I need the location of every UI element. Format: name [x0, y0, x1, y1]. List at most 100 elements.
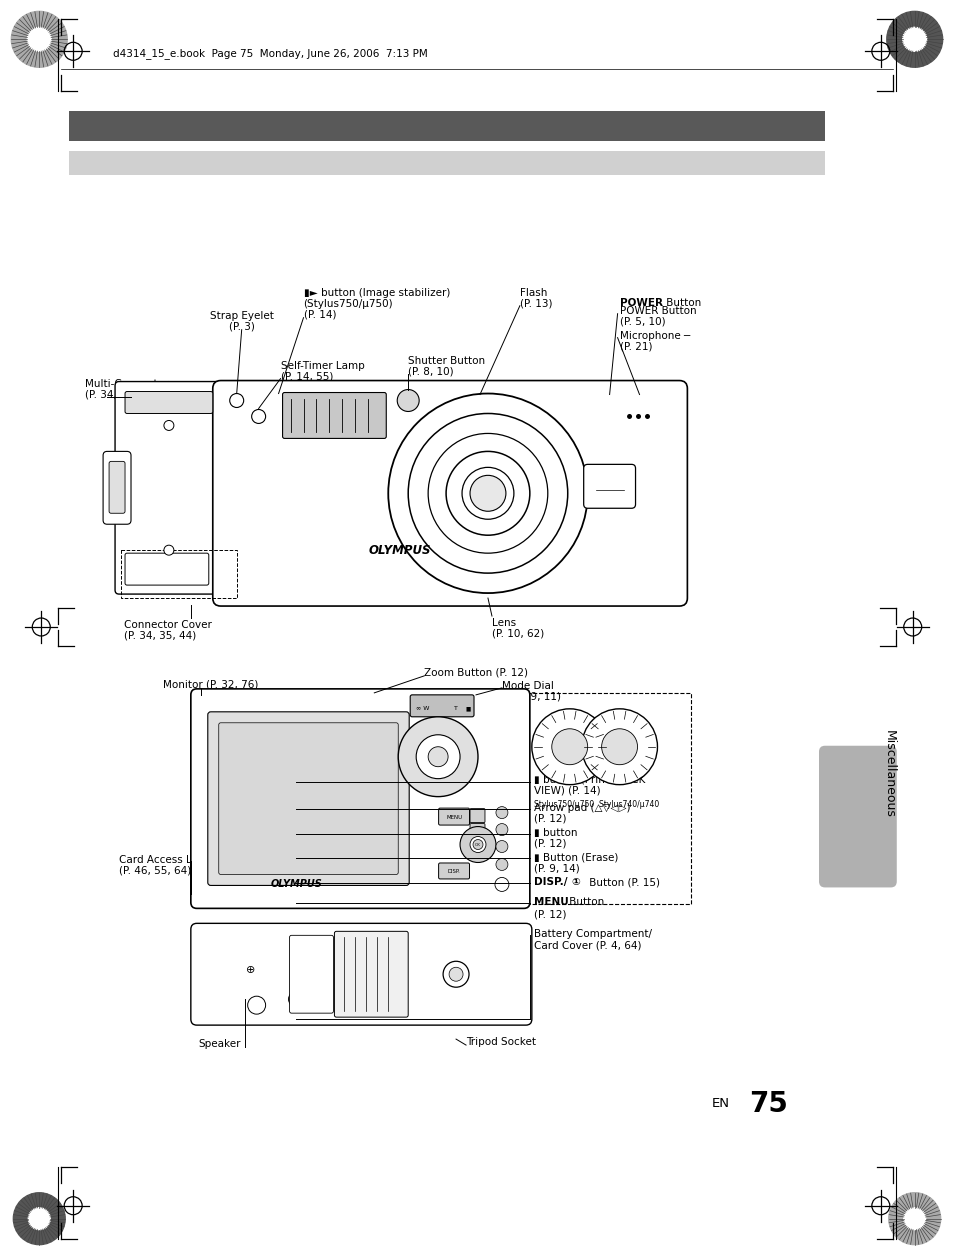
- Text: Camera: Camera: [79, 157, 136, 171]
- Text: ①: ①: [571, 877, 579, 887]
- Text: (P. 5, 9, 11): (P. 5, 9, 11): [501, 692, 560, 702]
- Circle shape: [902, 1208, 924, 1229]
- Circle shape: [230, 394, 243, 408]
- Circle shape: [644, 414, 649, 419]
- Text: Monitor (P. 32, 76): Monitor (P. 32, 76): [163, 679, 258, 689]
- Text: (P. 5, 10): (P. 5, 10): [618, 317, 664, 327]
- Text: (P. 8, 10): (P. 8, 10): [408, 366, 454, 376]
- Text: (P. 14): (P. 14): [303, 309, 335, 320]
- FancyBboxPatch shape: [818, 746, 896, 887]
- Text: Tripod Socket: Tripod Socket: [466, 1037, 536, 1047]
- Circle shape: [902, 28, 925, 52]
- Text: (P. 12): (P. 12): [534, 910, 566, 920]
- Circle shape: [473, 839, 482, 849]
- Text: Card Cover (P. 4, 64): Card Cover (P. 4, 64): [534, 940, 640, 950]
- Text: Speaker: Speaker: [198, 1039, 241, 1049]
- Text: CAMERA DIAGRAM: CAMERA DIAGRAM: [79, 122, 217, 136]
- Circle shape: [626, 414, 632, 419]
- Text: Button: Button: [662, 298, 701, 308]
- Circle shape: [29, 1208, 51, 1229]
- Text: d4314_15_e.book  Page 75  Monday, June 26, 2006  7:13 PM: d4314_15_e.book Page 75 Monday, June 26,…: [113, 48, 427, 59]
- Text: T: T: [454, 706, 457, 711]
- FancyBboxPatch shape: [290, 935, 333, 1013]
- Text: Miscellaneous: Miscellaneous: [882, 730, 894, 818]
- Circle shape: [252, 410, 265, 424]
- FancyBboxPatch shape: [583, 464, 635, 508]
- Text: Connector Cover: Connector Cover: [124, 620, 212, 630]
- Circle shape: [248, 996, 265, 1014]
- Text: Button: Button: [565, 897, 603, 907]
- Circle shape: [601, 728, 637, 765]
- Text: Mode Dial: Mode Dial: [501, 681, 554, 691]
- Circle shape: [531, 708, 607, 785]
- Circle shape: [397, 717, 477, 796]
- FancyBboxPatch shape: [125, 391, 213, 414]
- Text: (P. 14, 55): (P. 14, 55): [280, 371, 333, 381]
- FancyBboxPatch shape: [470, 839, 484, 853]
- Circle shape: [288, 991, 304, 1008]
- Text: POWER Button: POWER Button: [618, 306, 696, 316]
- FancyBboxPatch shape: [191, 923, 531, 1025]
- Circle shape: [636, 414, 640, 419]
- Bar: [196, 693, 691, 905]
- Text: Microphone ─: Microphone ─: [618, 331, 689, 341]
- Text: (P. 3): (P. 3): [229, 322, 254, 332]
- Text: (P. 9, 14): (P. 9, 14): [534, 863, 579, 873]
- Text: EN: EN: [711, 1097, 728, 1111]
- Text: ▮ Button (Erase): ▮ Button (Erase): [534, 853, 618, 863]
- Text: ▮ button: ▮ button: [534, 828, 577, 838]
- Text: DISP./: DISP./: [534, 877, 567, 887]
- Text: ■: ■: [464, 706, 470, 711]
- Text: Flash: Flash: [519, 288, 547, 298]
- FancyBboxPatch shape: [109, 462, 125, 513]
- Text: Button (P. 15): Button (P. 15): [585, 877, 659, 887]
- Text: VIEW) (P. 14): VIEW) (P. 14): [534, 786, 599, 795]
- FancyBboxPatch shape: [335, 931, 408, 1018]
- Text: OLYMPUS: OLYMPUS: [369, 543, 431, 557]
- Bar: [121, 550, 236, 598]
- Circle shape: [459, 827, 496, 863]
- Circle shape: [581, 708, 657, 785]
- Circle shape: [164, 420, 173, 430]
- Text: Battery Compartment/: Battery Compartment/: [534, 930, 651, 940]
- Text: (P. 46, 55, 64): (P. 46, 55, 64): [119, 866, 192, 876]
- Circle shape: [449, 967, 462, 981]
- Circle shape: [496, 840, 507, 853]
- Text: (P. 21): (P. 21): [618, 342, 652, 352]
- Text: Self-Timer Lamp: Self-Timer Lamp: [280, 361, 364, 371]
- FancyBboxPatch shape: [438, 808, 469, 825]
- Circle shape: [496, 806, 507, 819]
- FancyBboxPatch shape: [213, 381, 687, 606]
- Circle shape: [495, 877, 508, 892]
- Bar: [70, 111, 824, 141]
- Text: Zoom Button (P. 12): Zoom Button (P. 12): [424, 668, 528, 678]
- FancyBboxPatch shape: [470, 824, 484, 838]
- Text: Shutter Button: Shutter Button: [408, 356, 485, 366]
- Circle shape: [886, 11, 942, 67]
- Circle shape: [164, 545, 173, 555]
- Circle shape: [11, 11, 67, 67]
- Text: (P. 12): (P. 12): [534, 814, 566, 824]
- Circle shape: [888, 1193, 940, 1244]
- FancyBboxPatch shape: [103, 452, 131, 525]
- Text: (P. 13): (P. 13): [519, 298, 552, 308]
- Text: OLYMPUS: OLYMPUS: [271, 879, 322, 889]
- Text: MENU: MENU: [534, 897, 568, 907]
- Circle shape: [496, 858, 507, 871]
- Text: OK: OK: [475, 843, 480, 847]
- Text: Multi-Connector: Multi-Connector: [85, 379, 169, 389]
- FancyBboxPatch shape: [410, 694, 474, 717]
- Circle shape: [428, 747, 448, 766]
- Text: 75: 75: [748, 1089, 787, 1118]
- Text: POWER: POWER: [618, 298, 662, 308]
- Circle shape: [416, 735, 459, 779]
- FancyBboxPatch shape: [191, 689, 529, 908]
- Circle shape: [496, 824, 507, 835]
- Text: (P. 12): (P. 12): [534, 839, 566, 849]
- FancyBboxPatch shape: [470, 809, 484, 823]
- Circle shape: [551, 728, 587, 765]
- FancyBboxPatch shape: [218, 723, 397, 874]
- FancyBboxPatch shape: [125, 554, 209, 585]
- Bar: [70, 151, 824, 175]
- FancyBboxPatch shape: [115, 381, 222, 594]
